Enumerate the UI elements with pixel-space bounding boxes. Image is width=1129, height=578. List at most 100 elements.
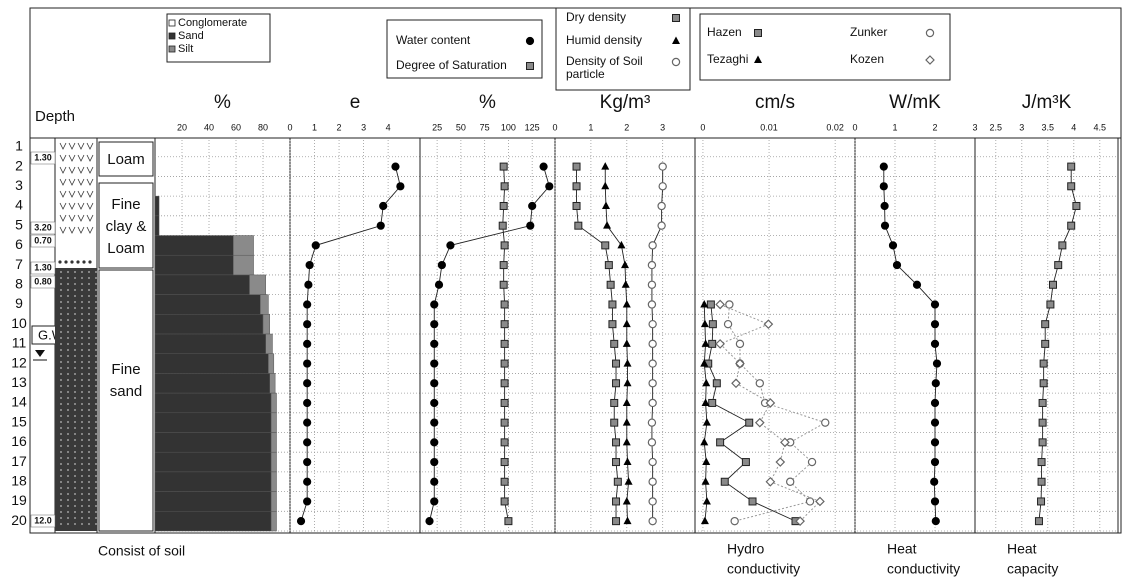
- bar: [155, 511, 271, 531]
- bar: [155, 295, 260, 315]
- soil-pattern: [67, 445, 69, 447]
- legend-label: Degree of Saturation: [396, 59, 526, 72]
- soil-pattern: [60, 307, 62, 309]
- soil-pattern: [81, 397, 83, 399]
- soil-pattern: [60, 155, 66, 161]
- marker: [501, 380, 508, 387]
- soil-pattern: [81, 313, 83, 315]
- soil-pattern: [87, 191, 93, 197]
- marker: [756, 380, 763, 387]
- soil-pattern: [67, 505, 69, 507]
- marker: [1073, 202, 1080, 209]
- soil-pattern: [60, 283, 62, 285]
- soil-pattern: [81, 475, 83, 477]
- soil-pattern: [88, 307, 90, 309]
- bar: [233, 236, 253, 256]
- soil-pattern: [67, 391, 69, 393]
- layer-label: Fine: [111, 361, 140, 378]
- marker: [709, 340, 716, 347]
- soil-pattern: [74, 385, 76, 387]
- soil-pattern: [74, 427, 76, 429]
- soil-pattern: [95, 505, 97, 507]
- soil-pattern: [81, 487, 83, 489]
- soil-pattern: [74, 373, 76, 375]
- soil-pattern: [74, 523, 76, 525]
- soil-pattern: [88, 319, 90, 321]
- soil-pattern: [60, 517, 62, 519]
- soil-pattern: [74, 319, 76, 321]
- marker: [573, 202, 580, 209]
- bar: [155, 393, 271, 413]
- soil-pattern: [74, 391, 76, 393]
- x-tick-label: 1: [312, 122, 317, 132]
- soil-pattern: [60, 463, 62, 465]
- soil-pattern: [60, 379, 62, 381]
- x-tick-label: 75: [480, 122, 490, 132]
- soil-pattern: [88, 499, 90, 501]
- legend-marker: [755, 30, 762, 37]
- soil-pattern: [60, 397, 62, 399]
- bar: [271, 452, 276, 472]
- soil-pattern: [67, 457, 69, 459]
- soil-pattern: [81, 439, 83, 441]
- depth-tick-label: 19: [11, 492, 27, 508]
- panel-caption: Hydro: [727, 541, 765, 557]
- marker: [605, 262, 612, 269]
- depth-tick-label: 3: [15, 177, 23, 193]
- layer-box: [99, 270, 153, 531]
- soil-pattern: [58, 260, 61, 263]
- x-tick-label: 3: [660, 122, 665, 132]
- soil-pattern: [88, 391, 90, 393]
- marker: [613, 498, 620, 505]
- x-tick-label: 2: [624, 122, 629, 132]
- soil-pattern: [67, 289, 69, 291]
- soil-pattern: [81, 409, 83, 411]
- legend-label: Sand: [178, 30, 268, 43]
- marker: [749, 498, 756, 505]
- soil-pattern: [67, 349, 69, 351]
- soil-pattern: [81, 307, 83, 309]
- soil-pattern: [74, 289, 76, 291]
- series-line: [430, 167, 550, 522]
- soil-pattern: [81, 523, 83, 525]
- marker: [893, 261, 900, 268]
- soil-pattern: [60, 415, 62, 417]
- x-tick-label: 0: [287, 122, 292, 132]
- legend-label: Dry density: [566, 11, 666, 24]
- soil-pattern: [95, 325, 97, 327]
- marker: [649, 380, 656, 387]
- depth-tick-label: 1: [15, 138, 23, 154]
- x-tick-label: 20: [177, 122, 187, 132]
- x-tick-label: 0: [700, 122, 705, 132]
- soil-pattern: [69, 227, 75, 233]
- marker: [880, 183, 887, 190]
- marker: [709, 321, 716, 328]
- soil-pattern: [74, 445, 76, 447]
- marker: [602, 201, 610, 209]
- soil-pattern: [74, 433, 76, 435]
- soil-pattern: [67, 379, 69, 381]
- marker: [624, 458, 632, 466]
- soil-pattern: [74, 337, 76, 339]
- soil-pattern: [88, 421, 90, 423]
- marker: [609, 321, 616, 328]
- marker: [501, 183, 508, 190]
- marker: [304, 360, 311, 367]
- marker: [1039, 419, 1046, 426]
- marker: [742, 459, 749, 466]
- x-tick-label: 4: [386, 122, 391, 132]
- marker: [933, 360, 940, 367]
- marker: [501, 301, 508, 308]
- marker: [312, 242, 319, 249]
- marker: [431, 439, 438, 446]
- panel-caption: conductivity: [727, 561, 800, 577]
- soil-pattern: [95, 475, 97, 477]
- x-tick-label: 50: [456, 122, 466, 132]
- soil-pattern: [87, 227, 93, 233]
- marker: [1047, 301, 1054, 308]
- bar: [155, 472, 271, 492]
- marker: [648, 301, 655, 308]
- soil-pattern: [60, 391, 62, 393]
- marker: [703, 418, 711, 426]
- soil-pattern: [60, 289, 62, 291]
